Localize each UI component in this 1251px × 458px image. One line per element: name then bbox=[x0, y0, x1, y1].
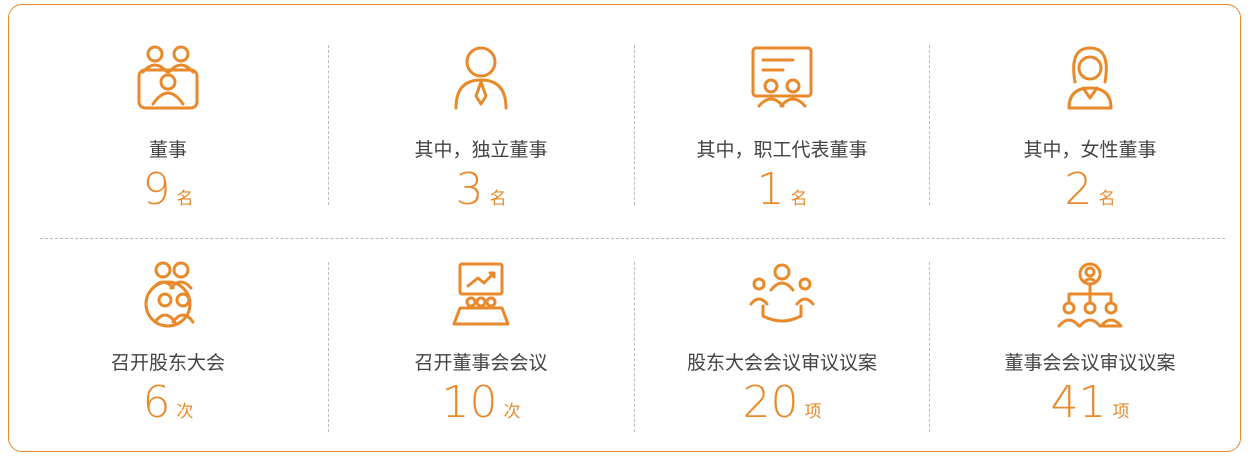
icon bbox=[133, 260, 203, 330]
stat-unit: 名 bbox=[1098, 189, 1116, 209]
stat-value: 41 项 bbox=[945, 380, 1235, 435]
divider bbox=[634, 262, 635, 432]
stat-number: 1 bbox=[756, 164, 785, 215]
icon bbox=[1055, 260, 1125, 330]
stat-item: 股东大会会议审议议案 20 项 bbox=[637, 350, 927, 435]
stat-item: 其中，独立董事 3 名 bbox=[336, 137, 626, 222]
stat-value: 20 项 bbox=[637, 380, 927, 435]
divider bbox=[328, 45, 329, 205]
stat-unit: 项 bbox=[1112, 402, 1130, 422]
stat-unit: 名 bbox=[489, 189, 507, 209]
stat-item: 召开股东大会 6 次 bbox=[23, 350, 313, 435]
stat-unit: 名 bbox=[790, 189, 808, 209]
divider bbox=[929, 45, 930, 205]
stat-unit: 次 bbox=[503, 402, 521, 422]
icon bbox=[446, 42, 516, 112]
stat-unit: 次 bbox=[176, 402, 194, 422]
stat-label: 其中，职工代表董事 bbox=[696, 139, 868, 161]
icon bbox=[1055, 42, 1125, 112]
divider bbox=[40, 238, 1225, 239]
stat-number: 41 bbox=[1050, 377, 1107, 428]
icon bbox=[133, 42, 203, 112]
divider bbox=[929, 262, 930, 432]
stat-number: 9 bbox=[142, 164, 171, 215]
stat-number: 20 bbox=[742, 377, 799, 428]
stat-item: 其中，女性董事 2 名 bbox=[945, 137, 1235, 222]
stat-number: 10 bbox=[441, 377, 498, 428]
stat-item: 董事 9 名 bbox=[23, 137, 313, 222]
icon bbox=[747, 260, 817, 330]
stat-item: 董事会会议审议议案 41 项 bbox=[945, 350, 1235, 435]
stat-unit: 项 bbox=[804, 402, 822, 422]
stat-value: 10 次 bbox=[336, 380, 626, 435]
divider bbox=[328, 262, 329, 432]
stat-label: 召开董事会会议 bbox=[414, 352, 548, 374]
stat-item: 其中，职工代表董事 1 名 bbox=[637, 137, 927, 222]
stat-label: 股东大会会议审议议案 bbox=[686, 352, 877, 374]
stat-label: 召开股东大会 bbox=[110, 352, 225, 374]
stat-item: 召开董事会会议 10 次 bbox=[336, 350, 626, 435]
stat-number: 6 bbox=[142, 377, 171, 428]
frame bbox=[8, 4, 1241, 452]
icon bbox=[446, 260, 516, 330]
stat-label: 董事 bbox=[148, 139, 187, 161]
stat-number: 2 bbox=[1064, 164, 1093, 215]
stat-unit: 名 bbox=[176, 189, 194, 209]
stat-label: 董事会会议审议议案 bbox=[1004, 352, 1176, 374]
icon bbox=[747, 42, 817, 112]
stat-number: 3 bbox=[455, 164, 484, 215]
divider bbox=[634, 45, 635, 205]
stat-label: 其中，女性董事 bbox=[1023, 139, 1157, 161]
stat-label: 其中，独立董事 bbox=[414, 139, 548, 161]
